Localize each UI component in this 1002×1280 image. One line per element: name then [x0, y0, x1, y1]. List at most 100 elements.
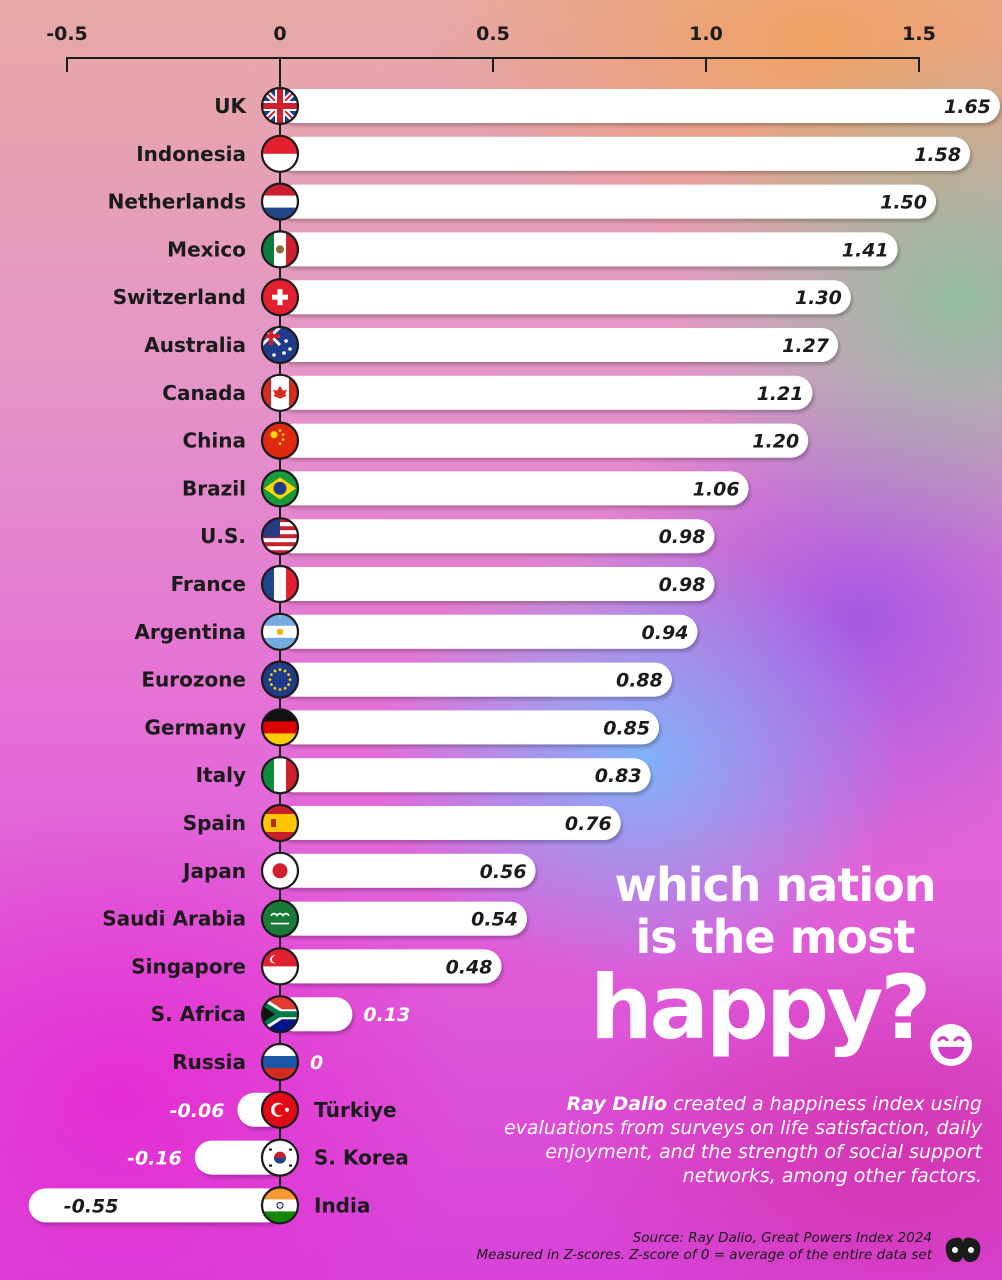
bar: [276, 375, 813, 410]
flag-outline: [260, 899, 300, 938]
value-label: 1.27: [782, 335, 830, 357]
bar-row-china: China 1.20: [182, 421, 809, 460]
canada-flag-icon: [262, 374, 298, 411]
flag-outline: [260, 947, 300, 986]
bar-row-japan: Japan 0.56: [181, 851, 536, 890]
country-label: Australia: [144, 333, 246, 357]
mexico-flag-icon: [262, 231, 298, 268]
flag-outline: [260, 421, 300, 460]
headline-line-1: which nation: [614, 858, 937, 912]
flag-outline: [260, 373, 300, 412]
x-tick-label: 0: [273, 23, 286, 45]
value-label: 1.50: [880, 192, 927, 214]
bar: [276, 136, 971, 171]
value-label: 0.56: [480, 861, 527, 883]
bar: [276, 806, 621, 840]
flag-outline: [260, 660, 300, 699]
value-label: 0.13: [363, 1004, 410, 1026]
x-tick-label: 0.5: [476, 23, 510, 45]
bar-row-italy: Italy 0.83: [196, 756, 651, 795]
country-label: U.S.: [200, 524, 246, 548]
bar: [276, 184, 936, 219]
bar-row-netherlands: Netherlands 1.50: [108, 182, 936, 221]
bar-row-mexico: Mexico 1.41: [167, 230, 898, 269]
value-label: 0.85: [603, 717, 650, 739]
value-label: 1.06: [693, 478, 740, 500]
bar-row-brazil: Brazil 1.06: [182, 469, 749, 508]
bar: [276, 710, 660, 745]
bar-row-germany: Germany 0.85: [145, 708, 660, 747]
bar-row-canada: Canada 1.21: [162, 373, 813, 412]
flag-outline: [260, 995, 300, 1034]
description-text: created a happiness index using evaluati…: [503, 1093, 982, 1187]
indonesia-flag-icon: [262, 135, 298, 172]
flag-outline: [260, 230, 300, 269]
country-label: S. Korea: [314, 1146, 409, 1170]
bar: [276, 614, 698, 649]
country-label: China: [182, 429, 246, 453]
flag-outline: [260, 708, 300, 747]
bar-row-eurozone: Eurozone 0.88: [141, 660, 672, 699]
flag-outline: [260, 86, 300, 126]
flag-outline: [260, 803, 300, 843]
flag-outline: [260, 612, 300, 651]
south-africa-flag-icon: [262, 996, 298, 1033]
country-label: Italy: [196, 763, 246, 787]
bar-row-russia: Russia 0: [172, 1042, 323, 1082]
value-label: 0.98: [659, 574, 706, 596]
country-label: Türkiye: [314, 1098, 397, 1122]
x-tick-label: 1.5: [902, 23, 936, 45]
country-label: Canada: [162, 381, 246, 405]
bar-row-australia: Australia 1.27: [144, 325, 839, 365]
bar: [276, 280, 851, 315]
headline-line-2: is the most: [635, 910, 915, 964]
value-label: 0.98: [659, 526, 706, 548]
value-label: -0.06: [170, 1100, 225, 1122]
publisher-logo-icon: [945, 1237, 981, 1262]
bar-row-t-rkiye: Türkiye -0.06: [170, 1090, 397, 1129]
measurement-note: Measured in Z-scores. Z-score of 0 = ave…: [476, 1247, 932, 1263]
value-label: 1.41: [842, 239, 889, 261]
value-label: -0.16: [127, 1148, 182, 1170]
bar-row-s-africa: S. Africa 0.13: [151, 995, 410, 1034]
bar: [276, 949, 502, 984]
country-label: Singapore: [131, 954, 246, 978]
flag-outline: [260, 1138, 300, 1177]
bar: [276, 758, 651, 793]
description: Ray Dalio created a happiness index usin…: [500, 1092, 982, 1188]
bar: [276, 662, 672, 697]
description-author: Ray Dalio: [566, 1093, 668, 1115]
country-label: Eurozone: [141, 668, 246, 692]
bar-row-s-korea: S. Korea -0.16: [127, 1138, 409, 1177]
country-label: Germany: [145, 715, 246, 739]
x-tick-label: 1.0: [689, 23, 723, 45]
footer: Source: Ray Dalio, Great Powers Index 20…: [400, 1230, 932, 1264]
bar-chart: -0.5 0 0.5 1.0 1.5 UK 1.65 Indonesia 1.58 Netherl…: [28, 23, 1000, 1225]
flag-outline: [260, 469, 300, 508]
bar: [276, 89, 1000, 123]
bar: [276, 567, 715, 601]
bar: [276, 519, 715, 554]
flag-outline: [260, 1186, 300, 1225]
bar: [276, 423, 809, 458]
value-label: 0.76: [565, 813, 612, 835]
value-label: 0.48: [446, 956, 493, 978]
bar: [194, 1140, 284, 1175]
value-label: 0: [310, 1052, 323, 1074]
value-label: 1.65: [944, 96, 991, 118]
flag-outline: [260, 325, 300, 365]
country-label: Indonesia: [136, 142, 246, 166]
headline: which nation is the most happy?: [560, 862, 990, 1052]
flag-outline: [260, 517, 300, 556]
bar-row-u-s: U.S. 0.98: [200, 517, 715, 556]
country-label: India: [314, 1193, 370, 1217]
bar-row-switzerland: Switzerland 1.30: [113, 278, 851, 317]
country-label: UK: [214, 94, 247, 118]
bar-row-france: France 0.98: [171, 564, 715, 604]
bar-row-indonesia: Indonesia 1.58: [136, 134, 971, 173]
flag-outline: [260, 851, 300, 890]
country-label: Netherlands: [108, 190, 246, 214]
country-label: Mexico: [167, 237, 246, 261]
value-label: -0.55: [64, 1195, 119, 1217]
country-label: S. Africa: [151, 1002, 246, 1026]
